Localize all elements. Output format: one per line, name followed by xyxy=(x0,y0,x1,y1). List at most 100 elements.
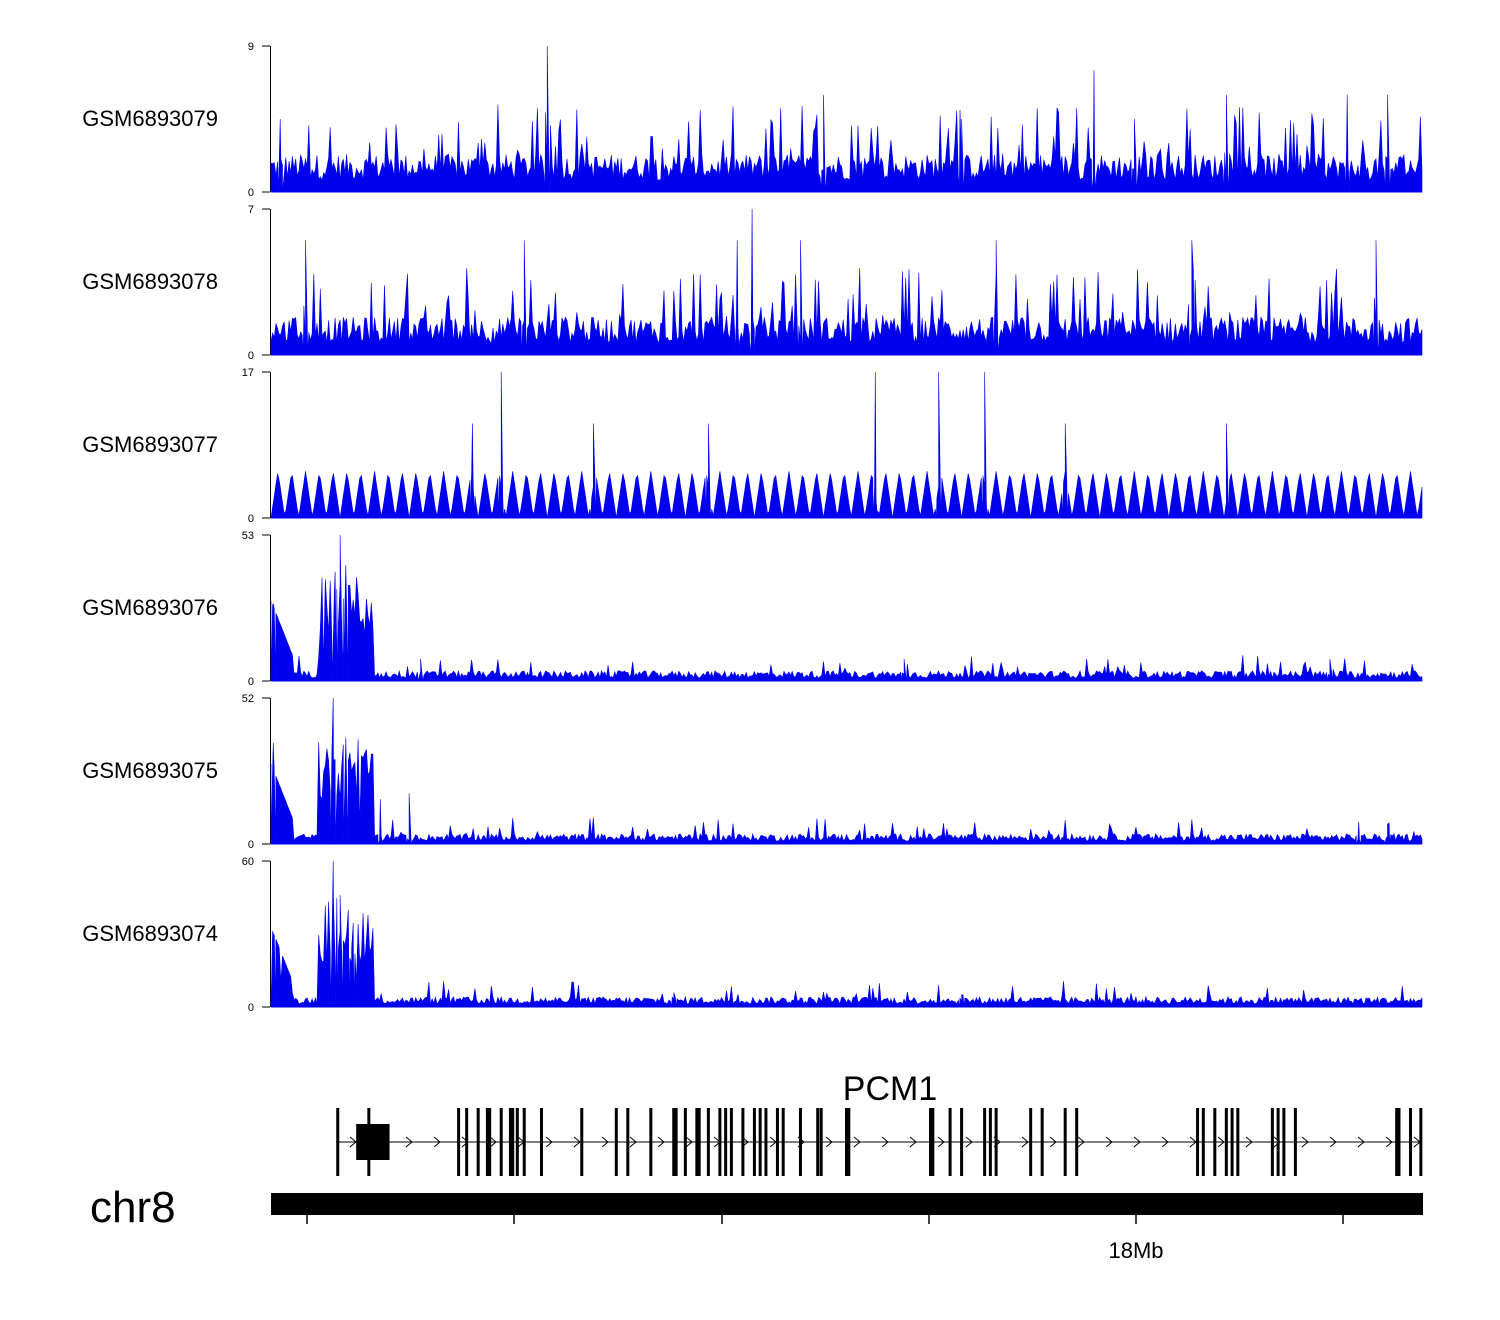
exon xyxy=(741,1108,745,1176)
exon xyxy=(929,1108,933,1176)
exon xyxy=(336,1108,340,1176)
strand-arrow xyxy=(405,1136,413,1148)
strand-arrow xyxy=(1105,1136,1113,1148)
exon xyxy=(718,1108,722,1176)
axis-tick-label: 18Mb xyxy=(1108,1238,1163,1263)
track-label: GSM6893078 xyxy=(82,269,218,294)
track-GSM6893074: GSM6893074 60 0 xyxy=(82,856,1423,1014)
exon xyxy=(994,1108,998,1176)
strand-arrow xyxy=(657,1136,665,1148)
exon xyxy=(515,1108,519,1176)
coverage-area xyxy=(270,371,1423,519)
exon xyxy=(626,1108,630,1176)
exon xyxy=(1213,1108,1217,1176)
strand-arrow xyxy=(685,1136,693,1148)
strand-arrow xyxy=(853,1136,861,1148)
exon xyxy=(488,1108,492,1176)
strand-arrow xyxy=(1273,1136,1281,1148)
track-GSM6893075: GSM6893075 52 0 xyxy=(82,693,1423,851)
track-label: GSM6893074 xyxy=(82,921,218,946)
strand-arrow xyxy=(349,1136,357,1148)
y-tick-label: 60 xyxy=(242,856,254,868)
strand-arrow xyxy=(881,1136,889,1148)
exon xyxy=(931,1108,935,1176)
exon xyxy=(1075,1108,1079,1176)
exon xyxy=(683,1108,687,1176)
coverage-area xyxy=(270,860,1423,1008)
track-GSM6893076: GSM6893076 53 0 xyxy=(82,530,1423,688)
exon xyxy=(758,1108,762,1176)
exon xyxy=(1395,1108,1399,1176)
exon xyxy=(674,1108,678,1176)
coverage-area xyxy=(270,208,1423,356)
gene-structure xyxy=(336,1108,1423,1176)
exon xyxy=(614,1108,618,1176)
y-tick-label: 7 xyxy=(248,204,254,216)
y-tick-label: 0 xyxy=(248,187,254,199)
exon xyxy=(1224,1108,1228,1176)
exon xyxy=(752,1108,756,1176)
exon xyxy=(988,1108,992,1176)
exon xyxy=(1293,1108,1297,1176)
y-tick-label: 0 xyxy=(248,350,254,362)
gene-name: PCM1 xyxy=(843,1070,937,1108)
exon xyxy=(847,1108,851,1176)
exon xyxy=(695,1108,699,1176)
track-label: GSM6893076 xyxy=(82,595,218,620)
y-tick-label: 52 xyxy=(242,693,254,705)
track-GSM6893078: GSM6893078 7 0 xyxy=(82,204,1423,362)
chromosome-axis: chr8 18Mb xyxy=(90,1183,1423,1263)
exon xyxy=(508,1108,512,1176)
y-tick-label: 0 xyxy=(248,676,254,688)
exon xyxy=(819,1108,823,1176)
exon xyxy=(499,1108,503,1176)
strand-arrow xyxy=(1049,1136,1057,1148)
exon xyxy=(672,1108,676,1176)
gene-model: PCM1 xyxy=(336,1070,1423,1176)
exon xyxy=(465,1108,469,1176)
exon xyxy=(1063,1108,1067,1176)
exon xyxy=(960,1108,964,1176)
exon xyxy=(539,1108,543,1176)
track-GSM6893079: GSM6893079 9 0 xyxy=(82,41,1423,199)
coverage-area xyxy=(270,534,1423,682)
strand-arrow xyxy=(1133,1136,1141,1148)
exon xyxy=(1029,1108,1033,1176)
strand-arrow xyxy=(489,1136,497,1148)
coverage-tracks: GSM689307990GSM689307870GSM6893077170GSM… xyxy=(82,41,1423,1014)
strand-arrow xyxy=(629,1136,637,1148)
strand-arrow xyxy=(1077,1136,1085,1148)
strand-arrow xyxy=(965,1136,973,1148)
strand-arrow xyxy=(1329,1136,1337,1148)
strand-arrow xyxy=(1021,1136,1029,1148)
y-tick-label: 0 xyxy=(248,839,254,851)
exon xyxy=(948,1108,952,1176)
strand-arrow xyxy=(433,1136,441,1148)
exon xyxy=(476,1108,480,1176)
track-label: GSM6893079 xyxy=(82,106,218,131)
strand-arrow xyxy=(1245,1136,1253,1148)
exon xyxy=(706,1108,710,1176)
y-tick-label: 9 xyxy=(248,41,254,53)
exon xyxy=(485,1108,489,1176)
strand-arrow xyxy=(1301,1136,1309,1148)
coverage-area xyxy=(270,45,1423,193)
exon xyxy=(845,1108,848,1176)
exon xyxy=(1230,1108,1234,1176)
exon xyxy=(1270,1108,1274,1176)
exon-block xyxy=(356,1124,390,1160)
exon xyxy=(511,1108,515,1176)
chromosome-bar xyxy=(271,1193,1423,1215)
exon xyxy=(1196,1108,1200,1176)
strand-arrow xyxy=(1385,1136,1393,1148)
strand-arrow xyxy=(601,1136,609,1148)
exon xyxy=(457,1108,461,1176)
exon xyxy=(1236,1108,1240,1176)
chromosome-name: chr8 xyxy=(90,1183,176,1232)
exon xyxy=(1408,1108,1412,1176)
genome-axis-ticks xyxy=(306,1215,1344,1224)
track-label: GSM6893075 xyxy=(82,758,218,783)
y-tick-label: 0 xyxy=(248,1002,254,1014)
track-label: GSM6893077 xyxy=(82,432,218,457)
